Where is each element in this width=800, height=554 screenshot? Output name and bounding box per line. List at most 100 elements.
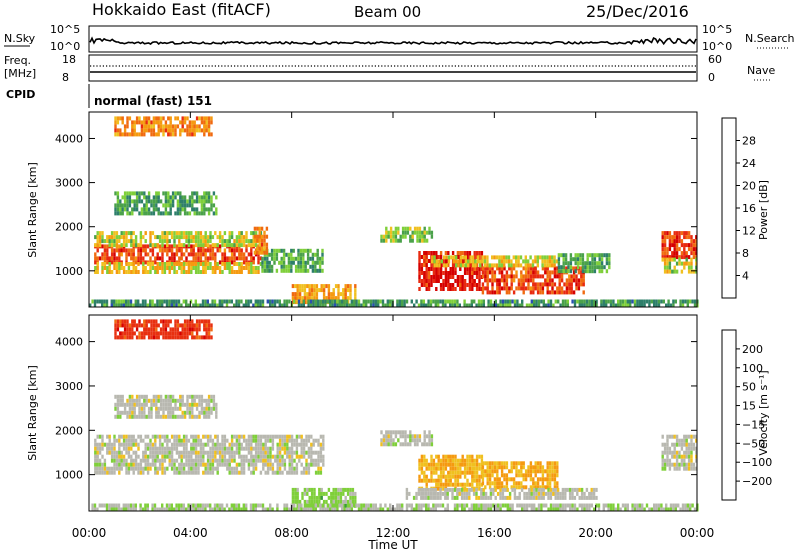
heatmap-cell — [169, 199, 172, 204]
heatmap-cell — [404, 434, 407, 439]
heatmap-cell — [692, 466, 696, 471]
heatmap-cell — [420, 263, 424, 267]
heatmap-cell — [297, 507, 301, 512]
heatmap-cell — [167, 410, 170, 415]
heatmap-cell — [425, 503, 428, 508]
heatmap-cell — [612, 503, 615, 508]
heatmap-cell — [454, 267, 457, 271]
heatmap-cell — [435, 287, 438, 291]
heatmap-cell — [687, 231, 691, 236]
heatmap-cell — [193, 132, 196, 137]
heatmap-cell — [245, 438, 248, 443]
heatmap-cell — [157, 191, 160, 196]
heatmap-cell — [294, 487, 297, 492]
heatmap-cell — [339, 487, 343, 492]
heatmap-cell — [101, 252, 104, 257]
heatmap-cell — [130, 248, 133, 253]
heatmap-cell — [439, 478, 443, 483]
heatmap-cell — [690, 247, 693, 252]
heatmap-cell — [389, 303, 392, 308]
heatmap-cell — [152, 327, 156, 332]
heatmap-cell — [155, 394, 158, 399]
heatmap-cell — [401, 507, 404, 512]
heatmap-cell — [233, 256, 236, 261]
heatmap-cell — [471, 470, 474, 475]
heatmap-cell — [276, 503, 279, 508]
heatmap-cell — [215, 211, 218, 216]
heatmap-cell — [152, 335, 156, 340]
heatmap-cell — [505, 278, 509, 283]
heatmap-cell — [150, 410, 153, 415]
heatmap-cell — [430, 251, 433, 255]
heatmap-cell — [247, 458, 251, 463]
heatmap-cell — [327, 495, 331, 500]
heatmap-cell — [188, 132, 192, 137]
heatmap-cell — [187, 243, 191, 248]
heatmap-cell — [591, 257, 594, 262]
heatmap-cell — [453, 303, 457, 308]
heatmap-cell — [114, 335, 117, 340]
heatmap-cell — [671, 454, 674, 459]
heatmap-cell — [334, 284, 338, 289]
heatmap-cell — [218, 458, 222, 463]
heatmap-cell — [188, 203, 192, 208]
heatmap-cell — [130, 235, 133, 240]
heatmap-cell — [432, 279, 436, 283]
heatmap-cell — [210, 335, 213, 340]
heatmap-cell — [285, 303, 289, 308]
heatmap-cell — [663, 442, 667, 447]
heatmap-cell — [430, 454, 433, 459]
heatmap-cell — [420, 299, 423, 304]
heatmap-cell — [194, 470, 198, 475]
heatmap-cell — [549, 495, 553, 500]
heatmap-cell — [204, 231, 207, 236]
heatmap-cell — [240, 442, 243, 447]
heatmap-cell — [355, 303, 358, 308]
heatmap-cell — [238, 243, 241, 248]
heatmap-cell — [270, 264, 274, 269]
heatmap-cell — [562, 261, 565, 266]
heatmap-cell — [165, 303, 169, 308]
heatmap-cell — [286, 442, 289, 447]
heatmap-cell — [191, 199, 194, 204]
heatmap-cell — [140, 331, 144, 336]
heatmap-cell — [362, 503, 365, 508]
heatmap-cell — [456, 478, 460, 483]
heatmap-cell — [576, 487, 579, 492]
heatmap-cell — [209, 235, 212, 240]
heatmap-cell — [529, 469, 533, 474]
heatmap-cell — [542, 491, 545, 496]
heatmap-cell — [503, 255, 506, 260]
heatmap-cell — [271, 303, 274, 308]
heatmap-cell — [254, 466, 258, 471]
heatmap-cell — [158, 248, 162, 253]
heatmap-cell — [195, 331, 199, 336]
heatmap-cell — [348, 303, 351, 308]
heatmap-cell — [198, 211, 201, 216]
heatmap-cell — [228, 248, 231, 253]
heatmap-cell — [581, 265, 585, 270]
heatmap-cell — [401, 503, 404, 508]
heatmap-cell — [666, 255, 669, 260]
heatmap-cell — [269, 466, 272, 471]
heatmap-cell — [482, 495, 485, 500]
heatmap-cell — [685, 243, 688, 248]
heatmap-cell — [478, 251, 481, 255]
heatmap-cell — [163, 239, 167, 244]
heatmap-cell — [687, 247, 691, 252]
heatmap-cell — [459, 458, 462, 463]
heatmap-cell — [209, 507, 212, 512]
heatmap-cell — [126, 410, 129, 415]
heatmap-cell — [118, 470, 121, 475]
heatmap-cell — [105, 303, 109, 308]
heatmap-cell — [461, 458, 464, 463]
heatmap-cell — [131, 394, 134, 399]
heatmap-cell — [309, 503, 313, 508]
heatmap-cell — [486, 473, 489, 478]
heatmap-cell — [152, 402, 156, 407]
heatmap-cell — [132, 503, 135, 508]
heatmap-cell — [216, 446, 219, 451]
heatmap-cell — [199, 235, 203, 240]
heatmap-cell — [120, 303, 123, 308]
heatmap-cell — [310, 495, 314, 500]
